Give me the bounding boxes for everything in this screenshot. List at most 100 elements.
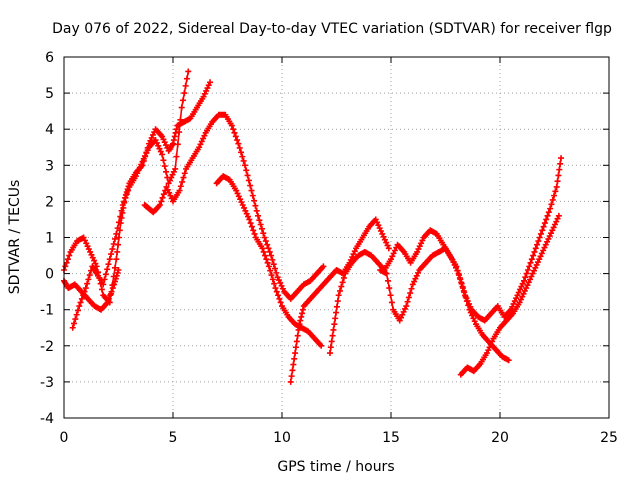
data-point: [115, 234, 122, 241]
data-point: [108, 251, 115, 258]
x-tick-label: 5: [169, 430, 178, 446]
data-point: [556, 166, 563, 173]
data-point: [336, 287, 343, 294]
data-point: [248, 223, 255, 230]
y-axis-label: SDTVAR / TECUs: [7, 180, 23, 295]
data-point: [243, 167, 250, 174]
data-point: [177, 183, 184, 190]
data-point: [555, 212, 562, 219]
data-point: [114, 248, 121, 255]
data-point: [532, 245, 539, 252]
data-point: [112, 235, 119, 242]
data-point: [161, 163, 168, 170]
data-point: [404, 298, 411, 305]
y-tick-label: 4: [45, 122, 54, 138]
series-sat-d: [141, 111, 327, 302]
data-point: [160, 191, 167, 198]
data-point: [290, 361, 297, 368]
series-sat-h: [377, 155, 565, 324]
data-point: [265, 245, 272, 252]
data-point: [158, 198, 165, 205]
data-point: [160, 157, 167, 164]
data-point: [270, 261, 277, 268]
data-point: [339, 279, 346, 286]
data-point: [113, 230, 120, 237]
data-point: [231, 129, 238, 136]
data-point: [331, 321, 338, 328]
data-point: [114, 269, 121, 276]
chart-title: Day 076 of 2022, Sidereal Day-to-day VTE…: [52, 21, 612, 37]
data-point: [119, 202, 126, 209]
data-point: [320, 263, 327, 270]
data-point: [257, 221, 264, 228]
data-point: [112, 275, 119, 282]
data-point: [159, 194, 166, 201]
data-point: [505, 357, 512, 364]
data-point: [66, 252, 73, 259]
data-point: [230, 126, 237, 133]
data-point: [264, 241, 271, 248]
data-point: [384, 277, 391, 284]
data-point: [235, 140, 242, 147]
data-point: [552, 188, 559, 195]
data-point: [104, 299, 111, 306]
series-sat-c: [69, 68, 192, 331]
data-point: [531, 248, 538, 255]
data-point: [78, 295, 85, 302]
data-point: [240, 157, 247, 164]
data-point: [554, 178, 561, 185]
data-point: [102, 271, 109, 278]
data-point: [123, 191, 130, 198]
data-point: [340, 274, 347, 281]
data-point: [104, 266, 111, 273]
x-axis-label: GPS time / hours: [277, 459, 394, 475]
data-point: [287, 378, 294, 385]
y-tick-label: 2: [45, 194, 54, 210]
data-point: [527, 259, 534, 266]
data-point: [528, 256, 535, 263]
data-point: [246, 216, 253, 223]
data-point: [386, 285, 393, 292]
y-tick-label: 1: [45, 231, 54, 247]
data-point: [261, 234, 268, 241]
data-point: [101, 276, 108, 283]
data-point: [170, 137, 177, 144]
data-point: [541, 220, 548, 227]
data-point: [121, 198, 128, 205]
data-point: [555, 172, 562, 179]
data-point: [74, 307, 81, 314]
data-point: [547, 205, 554, 212]
data-point: [248, 187, 255, 194]
data-point: [176, 187, 183, 194]
data-point: [73, 311, 80, 318]
data-point: [255, 212, 262, 219]
data-point: [268, 272, 275, 279]
series-sat-a: [61, 79, 214, 306]
data-point: [334, 298, 341, 305]
data-point: [80, 292, 87, 299]
data-point: [122, 194, 129, 201]
data-point: [108, 288, 115, 295]
data-point: [545, 209, 552, 216]
data-point: [273, 288, 280, 295]
series-trace: [379, 157, 562, 323]
data-point: [163, 168, 170, 175]
data-point: [244, 172, 251, 179]
data-point: [297, 317, 304, 324]
data-point: [387, 292, 394, 299]
data-point: [86, 272, 93, 279]
data-point: [69, 324, 76, 331]
data-point: [258, 225, 265, 232]
data-point: [111, 281, 118, 288]
data-point: [549, 196, 556, 203]
series-trace: [460, 215, 560, 376]
data-point: [234, 137, 241, 144]
data-point: [275, 292, 282, 299]
data-point: [260, 248, 267, 255]
data-point: [524, 266, 531, 273]
data-point: [383, 270, 390, 277]
data-point: [251, 230, 258, 237]
data-point: [273, 269, 280, 276]
data-point: [178, 104, 185, 111]
